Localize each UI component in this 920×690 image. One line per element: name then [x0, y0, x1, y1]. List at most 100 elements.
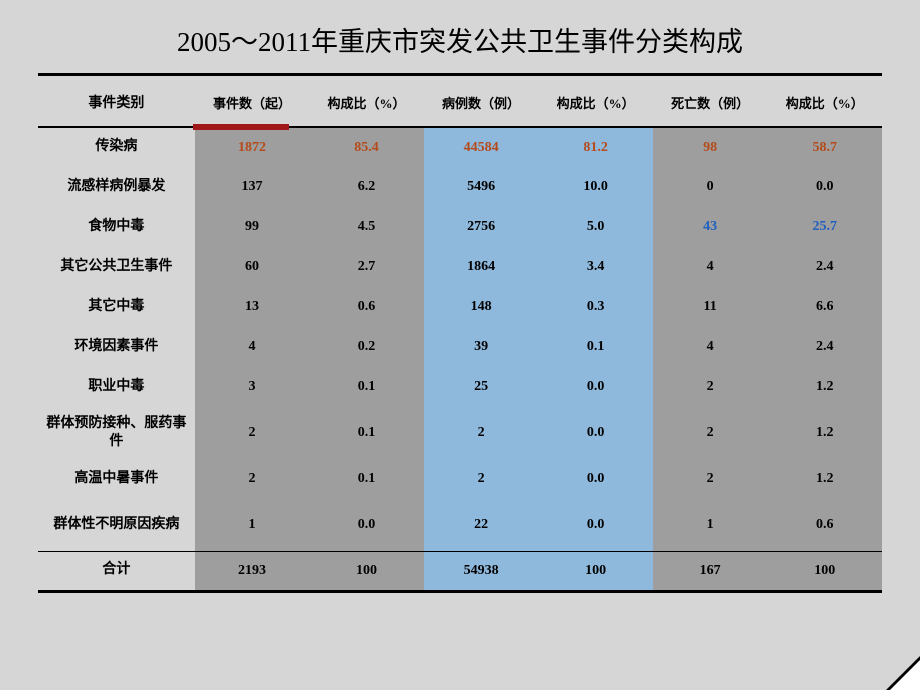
- cell-events: 99: [195, 207, 310, 247]
- col-cases-ratio: 构成比（%）: [538, 75, 653, 128]
- cell-cases: 44584: [424, 127, 539, 167]
- col-deaths-ratio: 构成比（%）: [767, 75, 882, 128]
- cell-cases-ratio: 0.3: [538, 287, 653, 327]
- cell-cases-ratio: 81.2: [538, 127, 653, 167]
- cell-deaths: 4: [653, 327, 768, 367]
- col-events-label: 事件数（起）: [213, 96, 291, 111]
- cell-deaths-ratio: 2.4: [767, 327, 882, 367]
- col-events-ratio: 构成比（%）: [309, 75, 424, 128]
- table-row: 流感样病例暴发1376.2549610.000.0: [38, 167, 882, 207]
- col-cases: 病例数（例）: [424, 75, 539, 128]
- cell-events-ratio: 0.2: [309, 327, 424, 367]
- cell-events-ratio: 0.1: [309, 459, 424, 499]
- cell-cases-ratio: 10.0: [538, 167, 653, 207]
- cell-category: 职业中毒: [38, 367, 195, 407]
- cell-cases: 2: [424, 459, 539, 499]
- cell-events-ratio: 100: [309, 551, 424, 591]
- col-category: 事件类别: [38, 75, 195, 128]
- cell-cases: 54938: [424, 551, 539, 591]
- cell-cases: 2756: [424, 207, 539, 247]
- cell-category: 高温中暑事件: [38, 459, 195, 499]
- cell-cases: 148: [424, 287, 539, 327]
- cell-events: 60: [195, 247, 310, 287]
- cell-events: 137: [195, 167, 310, 207]
- red-underline: [193, 124, 289, 130]
- cell-category: 食物中毒: [38, 207, 195, 247]
- cell-cases-ratio: 0.0: [538, 459, 653, 499]
- cell-cases-ratio: 5.0: [538, 207, 653, 247]
- cell-category: 群体性不明原因疾病: [38, 499, 195, 551]
- cell-cases-ratio: 0.0: [538, 499, 653, 551]
- cell-deaths: 2: [653, 407, 768, 459]
- cell-category: 合计: [38, 551, 195, 591]
- cell-events-ratio: 0.0: [309, 499, 424, 551]
- cell-deaths: 43: [653, 207, 768, 247]
- cell-deaths-ratio: 1.2: [767, 407, 882, 459]
- cell-cases-ratio: 3.4: [538, 247, 653, 287]
- table-row: 群体性不明原因疾病10.0220.010.6: [38, 499, 882, 551]
- cell-deaths-ratio: 0.0: [767, 167, 882, 207]
- cell-cases-ratio: 0.0: [538, 367, 653, 407]
- cell-cases: 39: [424, 327, 539, 367]
- cell-deaths: 98: [653, 127, 768, 167]
- table-row: 高温中暑事件20.120.021.2: [38, 459, 882, 499]
- cell-cases: 1864: [424, 247, 539, 287]
- table-body: 传染病187285.44458481.29858.7流感样病例暴发1376.25…: [38, 127, 882, 591]
- cell-deaths: 0: [653, 167, 768, 207]
- cell-deaths: 11: [653, 287, 768, 327]
- cell-category: 流感样病例暴发: [38, 167, 195, 207]
- cell-events-ratio: 0.1: [309, 367, 424, 407]
- table-row: 传染病187285.44458481.29858.7: [38, 127, 882, 167]
- cell-deaths: 2: [653, 367, 768, 407]
- cell-deaths-ratio: 1.2: [767, 459, 882, 499]
- table-row: 食物中毒994.527565.04325.7: [38, 207, 882, 247]
- cell-cases-ratio: 100: [538, 551, 653, 591]
- cell-events-ratio: 85.4: [309, 127, 424, 167]
- cell-cases: 5496: [424, 167, 539, 207]
- cell-events-ratio: 4.5: [309, 207, 424, 247]
- cell-category: 环境因素事件: [38, 327, 195, 367]
- table-row: 其它中毒130.61480.3116.6: [38, 287, 882, 327]
- cell-events-ratio: 0.6: [309, 287, 424, 327]
- table-row: 环境因素事件40.2390.142.4: [38, 327, 882, 367]
- cell-deaths-ratio: 1.2: [767, 367, 882, 407]
- cell-deaths-ratio: 25.7: [767, 207, 882, 247]
- cell-cases: 25: [424, 367, 539, 407]
- cell-category: 其它公共卫生事件: [38, 247, 195, 287]
- cell-deaths-ratio: 2.4: [767, 247, 882, 287]
- table-container: 事件类别 事件数（起） 构成比（%） 病例数（例） 构成比（%） 死亡数（例） …: [0, 73, 920, 593]
- cell-events: 13: [195, 287, 310, 327]
- table-total-row: 合计219310054938100167100: [38, 551, 882, 591]
- col-deaths: 死亡数（例）: [653, 75, 768, 128]
- table-header-row: 事件类别 事件数（起） 构成比（%） 病例数（例） 构成比（%） 死亡数（例） …: [38, 75, 882, 128]
- cell-category: 传染病: [38, 127, 195, 167]
- data-table: 事件类别 事件数（起） 构成比（%） 病例数（例） 构成比（%） 死亡数（例） …: [38, 73, 882, 593]
- cell-events-ratio: 0.1: [309, 407, 424, 459]
- page-title: 2005～2011年重庆市突发公共卫生事件分类构成: [0, 0, 920, 73]
- table-row: 群体预防接种、服药事件20.120.021.2: [38, 407, 882, 459]
- table-row: 其它公共卫生事件602.718643.442.4: [38, 247, 882, 287]
- cell-events-ratio: 2.7: [309, 247, 424, 287]
- cell-category: 群体预防接种、服药事件: [38, 407, 195, 459]
- cell-events: 3: [195, 367, 310, 407]
- cell-events: 2: [195, 407, 310, 459]
- cell-events: 2193: [195, 551, 310, 591]
- cell-deaths: 1: [653, 499, 768, 551]
- cell-deaths-ratio: 58.7: [767, 127, 882, 167]
- cell-deaths: 4: [653, 247, 768, 287]
- cell-cases-ratio: 0.1: [538, 327, 653, 367]
- cell-events: 4: [195, 327, 310, 367]
- cell-cases-ratio: 0.0: [538, 407, 653, 459]
- cell-events: 1: [195, 499, 310, 551]
- cell-events: 1872: [195, 127, 310, 167]
- cell-events-ratio: 6.2: [309, 167, 424, 207]
- cell-events: 2: [195, 459, 310, 499]
- cell-deaths: 167: [653, 551, 768, 591]
- col-events: 事件数（起）: [195, 75, 310, 128]
- cell-deaths: 2: [653, 459, 768, 499]
- cell-deaths-ratio: 0.6: [767, 499, 882, 551]
- cell-cases: 2: [424, 407, 539, 459]
- cell-deaths-ratio: 100: [767, 551, 882, 591]
- cell-cases: 22: [424, 499, 539, 551]
- table-row: 职业中毒30.1250.021.2: [38, 367, 882, 407]
